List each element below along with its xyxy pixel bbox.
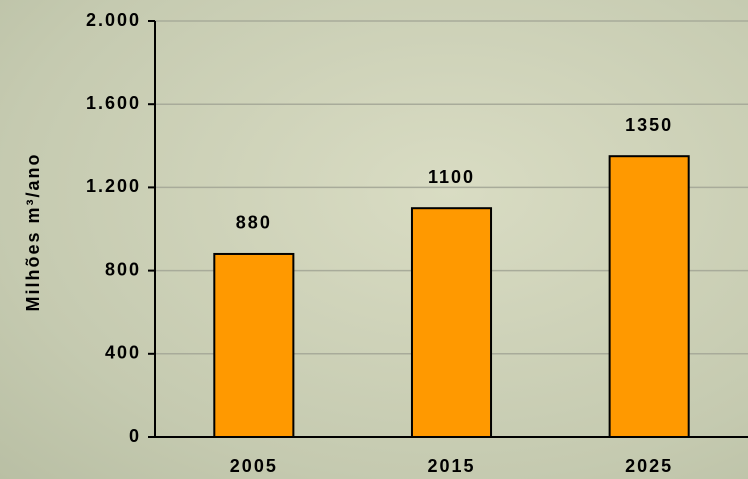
data-label: 880 [236, 213, 272, 233]
x-tick-label: 2015 [427, 456, 475, 476]
bar [608, 155, 690, 438]
y-tick-label: 1.600 [86, 93, 141, 113]
y-tick-label: 800 [105, 259, 141, 279]
data-label: 1100 [428, 167, 475, 187]
y-axis-label: Milhões m³/ano [23, 152, 43, 311]
x-tick-label: 2025 [625, 456, 673, 476]
y-tick-label: 0 [129, 426, 141, 446]
bar [213, 252, 295, 438]
x-tick-label: 2005 [230, 456, 278, 476]
bar [410, 207, 493, 438]
y-tick-label: 1.200 [86, 176, 141, 196]
y-tick-label: 2.000 [86, 10, 141, 30]
y-tick-label: 400 [105, 343, 141, 363]
data-label: 1350 [625, 115, 673, 135]
